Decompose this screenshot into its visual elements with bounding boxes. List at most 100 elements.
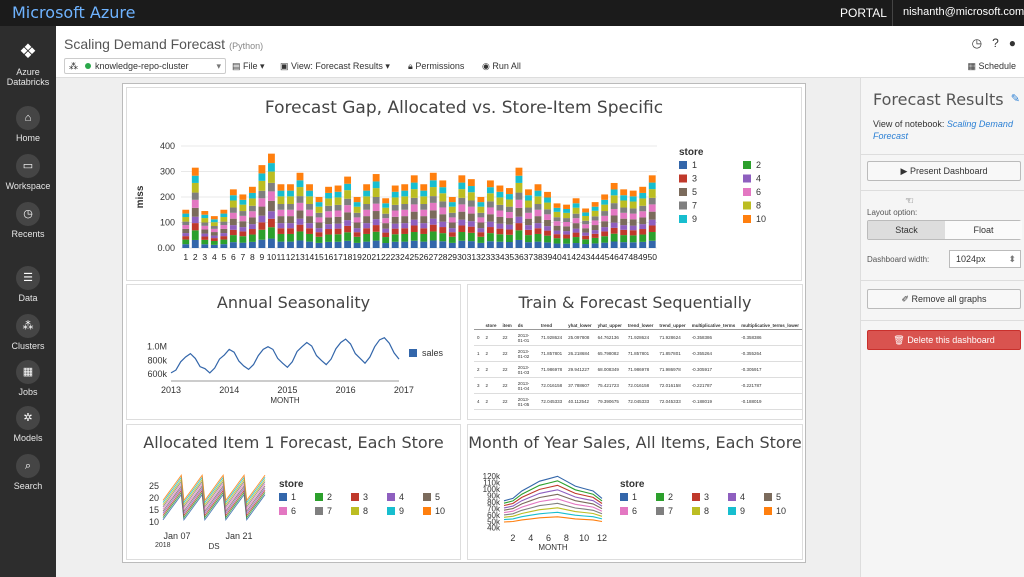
legend-label: 9	[740, 506, 745, 516]
y-tick-label: 400	[160, 141, 175, 151]
bar-segment	[515, 192, 523, 200]
bar-segment	[620, 229, 628, 236]
sidebar-item-clusters[interactable]: ⁂ Clusters	[0, 314, 56, 351]
cluster-select[interactable]: ⁂ knowledge-repo-cluster ▾	[64, 58, 226, 74]
bar-segment	[496, 216, 504, 224]
x-tick-label: 7	[241, 252, 246, 262]
user-menu[interactable]: nishanth@microsoft.com	[892, 0, 1024, 26]
bar-segment	[544, 219, 551, 227]
bar-segment	[467, 226, 475, 233]
bar-segment	[639, 234, 647, 242]
panel-annual-seasonality[interactable]: Annual Seasonality 600k 800k 1.0M 2013 2014 2…	[126, 284, 461, 420]
table-header-cell: ds	[514, 322, 538, 330]
sidebar-item-jobs[interactable]: ▦ Jobs	[0, 360, 56, 397]
schedule-button[interactable]: ▦ Schedule	[967, 61, 1016, 72]
portal-link[interactable]: PORTAL	[840, 6, 887, 20]
remove-graphs-button[interactable]: ✐ Remove all graphs	[867, 289, 1021, 309]
bar-segment	[477, 202, 485, 207]
bar-segment	[563, 218, 570, 222]
bar-segment	[448, 217, 456, 223]
bar-segment	[344, 240, 352, 248]
layout-toggle[interactable]: Stack Float	[867, 220, 1022, 240]
panel-month-sales[interactable]: Month of Year Sales, All Items, Each Sto…	[467, 424, 803, 560]
user-email[interactable]: nishanth@microsoft.com	[903, 6, 1024, 18]
notebook-link[interactable]: Scaling Demand Forecast	[873, 119, 1013, 141]
bar-segment	[420, 241, 428, 248]
permissions-button[interactable]: 🔒︎ Permissions	[408, 61, 464, 72]
view-of-label: View of notebook:	[873, 119, 945, 129]
panel-allocated-forecast[interactable]: Allocated Item 1 Forecast, Each Store 10…	[126, 424, 461, 560]
user-icon[interactable]: ●	[1008, 36, 1016, 50]
legend-label: 2	[327, 492, 332, 502]
series-line-store-10	[162, 473, 266, 502]
brand-logo[interactable]: Microsoft Azure	[12, 3, 136, 22]
help-icon[interactable]: ?	[992, 36, 999, 50]
bar-segment	[325, 241, 332, 248]
notebook-title-text[interactable]: Scaling Demand Forecast	[64, 36, 226, 52]
bar-segment	[553, 203, 561, 208]
bar-segment	[439, 180, 447, 188]
bar-segment	[439, 201, 447, 208]
bar-segment	[201, 244, 209, 248]
table-cell: 72.016158	[537, 377, 566, 394]
delete-dashboard-button[interactable]: 🗑︎ Delete this dashboard	[867, 330, 1021, 350]
bar-segment	[620, 235, 628, 243]
x-tick-label: 8	[250, 252, 255, 262]
bar-segment	[287, 184, 294, 191]
sidebar-item-azure-databricks[interactable]: ❖ Azure Databricks	[0, 40, 56, 87]
legend-swatch	[656, 507, 664, 515]
bar-segment	[182, 239, 190, 245]
bar-segment	[325, 224, 332, 230]
bar-segment	[353, 217, 361, 223]
bar-segment	[382, 213, 390, 219]
bar-segment	[610, 227, 618, 234]
run-all-button[interactable]: ◉ Run All	[482, 61, 521, 72]
table-header-cell: multiplicative_terms_lower	[738, 322, 802, 330]
sidebar-item-search[interactable]: ⌕ Search	[0, 454, 56, 491]
dashboard-title[interactable]: Forecast Results	[873, 90, 1004, 109]
bar-segment	[448, 206, 456, 213]
bar-segment	[553, 217, 561, 222]
panel-forecast-gap[interactable]: Forecast Gap, Allocated vs. Store-Item S…	[126, 87, 802, 281]
float-option[interactable]: Float	[945, 221, 1022, 239]
width-select[interactable]: 1024px ⬍	[949, 250, 1021, 268]
table-cell: 71.928624	[537, 329, 566, 346]
stack-option[interactable]: Stack	[868, 221, 945, 239]
table-cell: 72.016158	[656, 377, 689, 394]
present-dashboard-button[interactable]: ▶ Present Dashboard	[867, 161, 1021, 181]
bar-segment	[563, 226, 570, 232]
view-menu[interactable]: ▣ View: Forecast Results ▾	[280, 61, 390, 71]
series-line-store-3	[503, 484, 603, 507]
table-header-cell: trend_lower	[624, 322, 657, 330]
x-tick-label: 33	[486, 252, 496, 262]
sidebar-item-models[interactable]: ✲ Models	[0, 406, 56, 443]
bar-segment	[334, 241, 342, 248]
pencil-icon[interactable]: ✎	[1010, 93, 1020, 105]
bar-segment	[334, 204, 342, 211]
bar-segment	[363, 228, 371, 234]
sidebar-item-home[interactable]: ⌂ Home	[0, 106, 56, 143]
sidebar-item-data[interactable]: ☰ Data	[0, 266, 56, 303]
panel-train-forecast[interactable]: Train & Forecast Sequentially store item d…	[467, 284, 803, 420]
x-tick-label: 49	[638, 252, 648, 262]
sidebar-item-recents[interactable]: ◷ Recents	[0, 202, 56, 239]
series-line-store-9	[503, 511, 603, 521]
calendar-icon: ▦	[967, 61, 976, 71]
table-cell: -0.188019	[688, 393, 739, 410]
bar-segment	[363, 196, 371, 205]
bar-segment	[315, 236, 323, 243]
bar-segment	[448, 202, 456, 207]
bar-segment	[648, 182, 656, 190]
file-menu[interactable]: ▤ File ▾	[232, 61, 265, 71]
bar-segment	[544, 209, 551, 215]
notebook-title[interactable]: Scaling Demand Forecast (Python)	[64, 36, 263, 52]
sidebar-item-workspace[interactable]: ▭ Workspace	[0, 154, 56, 191]
bar-segment	[648, 204, 656, 212]
bar-segment	[210, 228, 218, 233]
table-cell: 2013-01-05	[514, 393, 538, 410]
y-tick-label: 600k	[147, 369, 167, 379]
bar-segment	[287, 233, 294, 242]
history-icon[interactable]: ◷	[971, 36, 983, 50]
sidebar-item-label: Data	[18, 293, 38, 303]
